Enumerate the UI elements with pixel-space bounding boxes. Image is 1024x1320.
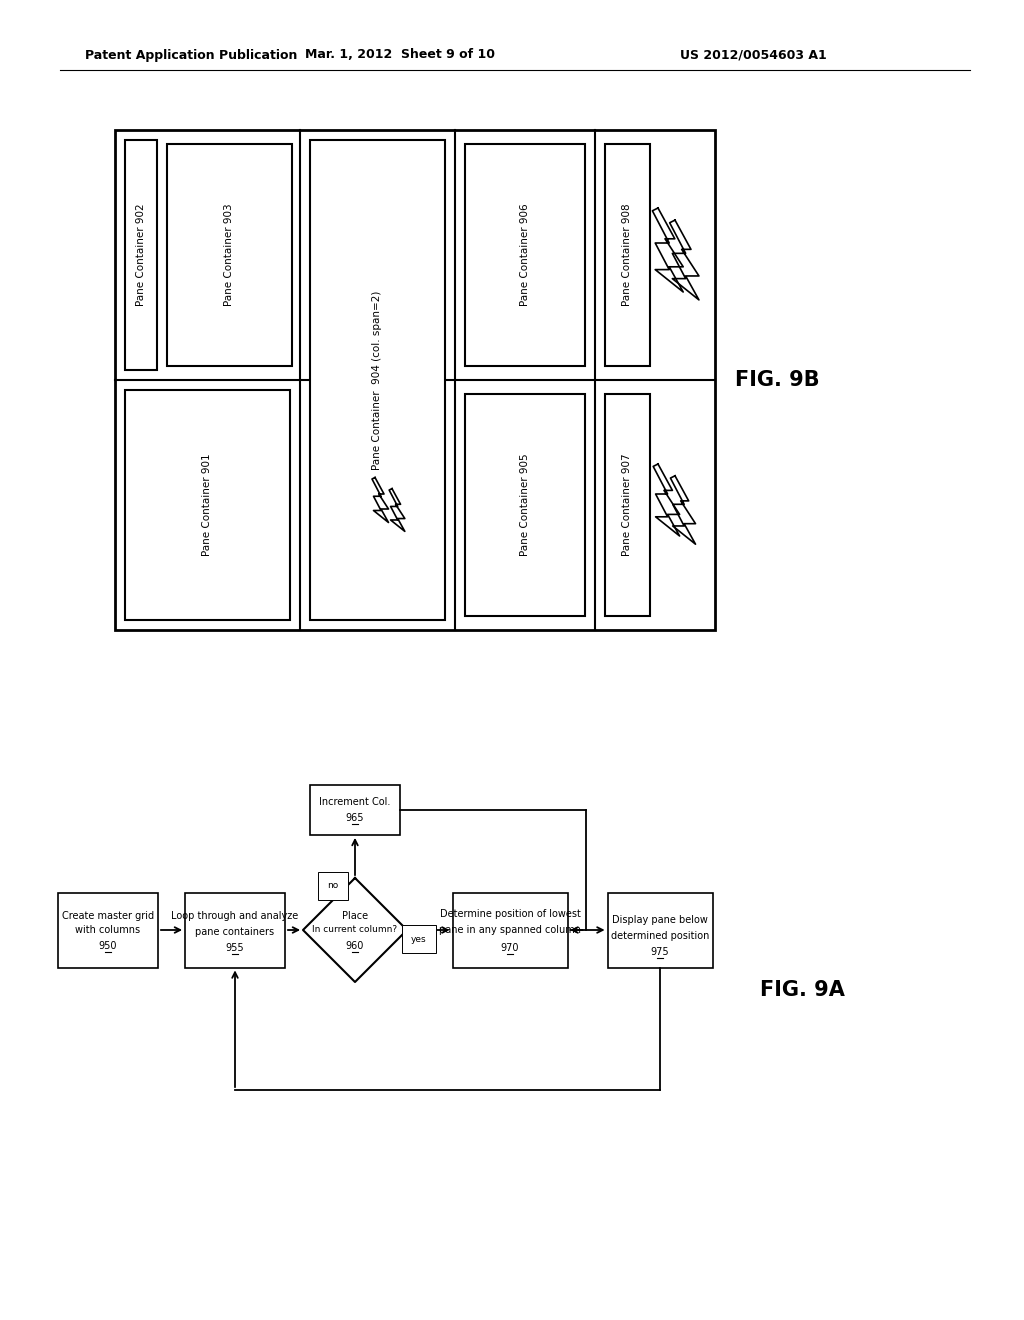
Text: 975: 975 xyxy=(650,946,670,957)
Bar xyxy=(125,140,157,370)
Text: In current column?: In current column? xyxy=(312,925,397,935)
Text: Pane Container 907: Pane Container 907 xyxy=(623,454,633,556)
Text: Display pane below: Display pane below xyxy=(612,915,708,925)
Text: no: no xyxy=(328,882,339,891)
Text: pane containers: pane containers xyxy=(196,927,274,937)
Text: yes: yes xyxy=(412,935,427,944)
Text: Pane Container 906: Pane Container 906 xyxy=(520,203,530,306)
Bar xyxy=(58,892,158,968)
Text: 955: 955 xyxy=(225,942,245,953)
Text: Pane Container 905: Pane Container 905 xyxy=(520,454,530,556)
Bar xyxy=(115,129,715,630)
Bar xyxy=(310,785,400,836)
Bar xyxy=(125,389,290,620)
Text: FIG. 9A: FIG. 9A xyxy=(760,979,845,1001)
Text: US 2012/0054603 A1: US 2012/0054603 A1 xyxy=(680,49,826,62)
Text: 965: 965 xyxy=(346,813,365,822)
Bar xyxy=(465,144,585,366)
Bar xyxy=(310,140,445,620)
Text: 970: 970 xyxy=(501,942,519,953)
Text: Pane Container 908: Pane Container 908 xyxy=(623,203,633,306)
Text: FIG. 9B: FIG. 9B xyxy=(735,370,819,389)
Text: with columns: with columns xyxy=(76,925,140,935)
Text: Pane Container 902: Pane Container 902 xyxy=(136,203,146,306)
Text: Pane Container  904 (col. span=2): Pane Container 904 (col. span=2) xyxy=(373,290,383,470)
Text: 960: 960 xyxy=(346,941,365,950)
Text: Loop through and analyze: Loop through and analyze xyxy=(171,911,299,921)
Bar xyxy=(453,892,567,968)
Text: Determine position of lowest: Determine position of lowest xyxy=(439,909,581,919)
Text: Pane Container 903: Pane Container 903 xyxy=(224,203,234,306)
Text: Pane Container 901: Pane Container 901 xyxy=(203,454,213,556)
Text: pane in any spanned column: pane in any spanned column xyxy=(439,925,581,935)
Text: Patent Application Publication: Patent Application Publication xyxy=(85,49,297,62)
Text: Create master grid: Create master grid xyxy=(61,911,154,921)
Bar xyxy=(605,144,650,366)
Bar xyxy=(605,393,650,616)
Text: 950: 950 xyxy=(98,941,118,950)
Bar xyxy=(607,892,713,968)
Text: Mar. 1, 2012  Sheet 9 of 10: Mar. 1, 2012 Sheet 9 of 10 xyxy=(305,49,495,62)
Text: Place: Place xyxy=(342,911,368,921)
Text: Increment Col.: Increment Col. xyxy=(319,797,391,807)
Text: determined position: determined position xyxy=(610,931,710,941)
Bar xyxy=(167,144,292,366)
Bar xyxy=(465,393,585,616)
Bar xyxy=(185,892,285,968)
